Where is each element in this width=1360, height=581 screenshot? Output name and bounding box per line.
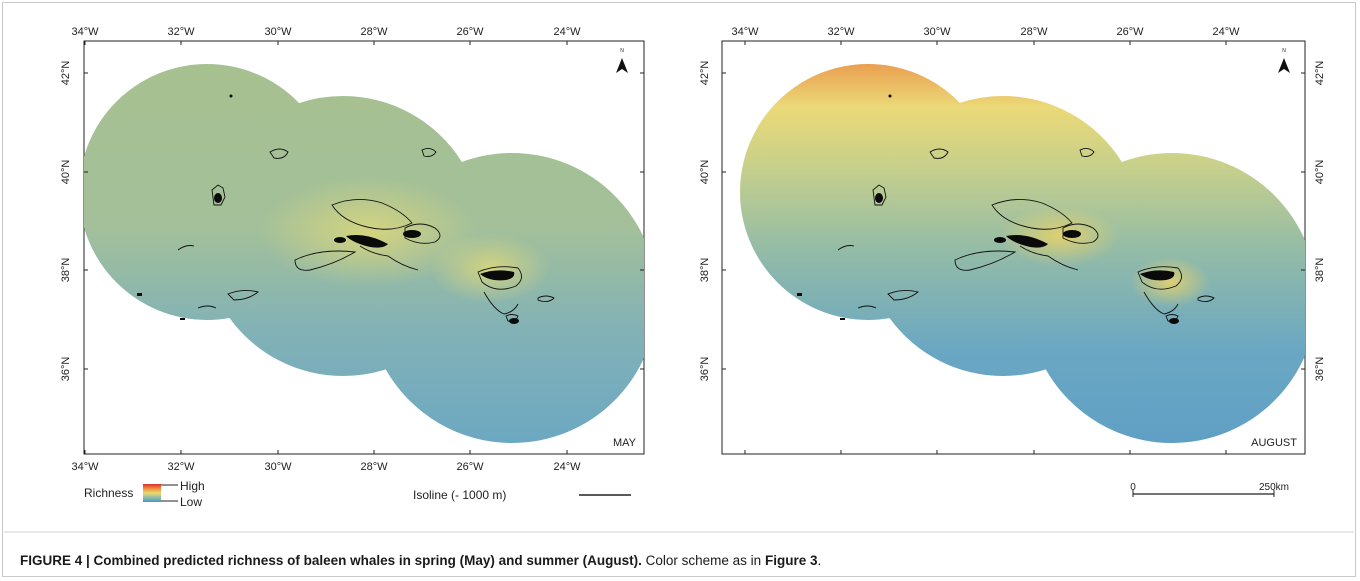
caption-title: FIGURE 4 | Combined predicted richness o…: [20, 553, 642, 568]
north-label: N: [620, 48, 624, 54]
lon-tick-label: 32°W: [167, 461, 195, 473]
lat-tick-label: 38°N: [699, 258, 711, 283]
islands: [797, 94, 1179, 324]
tick-marks: [84, 41, 644, 454]
caption-text: Color scheme as in: [641, 553, 765, 568]
lon-tick-label: 34°W: [731, 26, 759, 38]
lon-tick-label: 30°W: [923, 26, 951, 38]
north-arrow-icon: [1278, 58, 1290, 73]
lat-tick-label: 42°N: [60, 61, 72, 86]
lat-tick-label: 38°N: [60, 258, 72, 283]
legend: Richness High Low Isoline (- 1000 m): [84, 479, 631, 509]
scale-bar: 0 250km: [1130, 482, 1289, 497]
scale-end-label: 250km: [1259, 482, 1289, 493]
lon-tick-label: 30°W: [264, 26, 292, 38]
isolines: [837, 147, 1215, 322]
lon-tick-label: 28°W: [360, 461, 388, 473]
map-panel-august: 34°W 32°W 30°W 28°W 26°W 24°W 42°N 40°N …: [699, 26, 1326, 455]
tick-marks: [722, 41, 1305, 454]
lat-tick-label: 42°N: [1314, 61, 1326, 86]
lon-tick-label: 34°W: [71, 461, 99, 473]
lon-tick-label: 24°W: [553, 26, 581, 38]
richness-colorbar: [143, 484, 161, 502]
north-arrow: N: [1278, 48, 1290, 73]
map-panel-may: 34°W 32°W 30°W 28°W 26°W 24°W 34°W 32°W …: [60, 26, 645, 473]
lon-tick-label: 28°W: [1020, 26, 1048, 38]
lat-tick-label: 36°N: [699, 357, 711, 382]
low-label: Low: [180, 495, 202, 509]
lat-tick-label: 36°N: [60, 357, 72, 382]
lon-tick-label: 32°W: [167, 26, 195, 38]
lat-tick-label: 40°N: [1314, 160, 1326, 185]
north-arrow-icon: [616, 58, 628, 73]
lon-tick-label: 32°W: [827, 26, 855, 38]
lon-tick-label: 30°W: [264, 461, 292, 473]
caption-figure-ref[interactable]: Figure 3: [764, 553, 818, 568]
richness-label: Richness: [84, 486, 133, 500]
figure-caption: FIGURE 4 | Combined predicted richness o…: [20, 553, 821, 568]
north-label: N: [1282, 48, 1286, 54]
high-label: High: [180, 479, 205, 493]
lat-tick-label: 40°N: [60, 160, 72, 185]
lon-tick-label: 24°W: [1212, 26, 1240, 38]
lat-tick-label: 40°N: [699, 160, 711, 185]
islands: [137, 94, 519, 324]
lat-tick-label: 42°N: [699, 61, 711, 86]
lat-tick-label: 36°N: [1314, 357, 1326, 382]
lon-tick-label: 26°W: [456, 461, 484, 473]
isoline-label: Isoline (- 1000 m): [413, 488, 506, 502]
panel-label: AUGUST: [1251, 437, 1297, 449]
lon-tick-label: 24°W: [553, 461, 581, 473]
panel-label: MAY: [613, 437, 637, 449]
lat-tick-label: 38°N: [1314, 258, 1326, 283]
north-arrow: N: [616, 48, 628, 73]
lon-tick-label: 28°W: [360, 26, 388, 38]
lon-tick-label: 34°W: [71, 26, 99, 38]
lon-tick-label: 26°W: [456, 26, 484, 38]
scale-start-label: 0: [1130, 482, 1136, 493]
lon-tick-label: 26°W: [1116, 26, 1144, 38]
caption-end: .: [817, 553, 822, 568]
